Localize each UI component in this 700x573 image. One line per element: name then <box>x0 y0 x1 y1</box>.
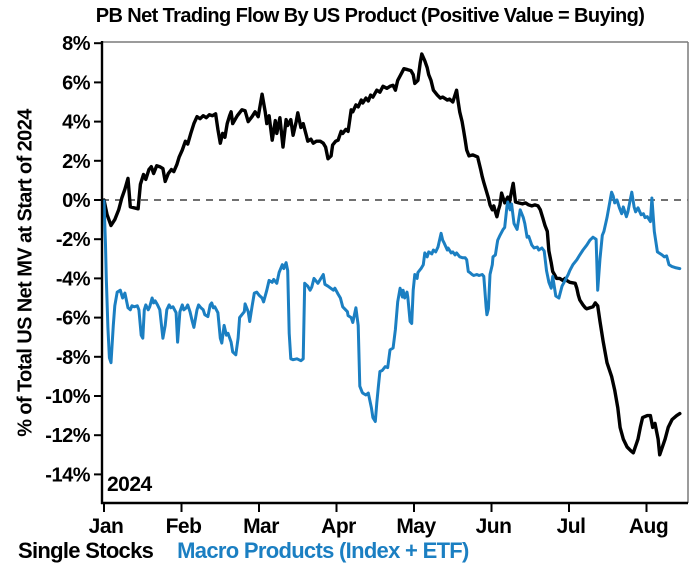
svg-text:-4%: -4% <box>56 268 91 290</box>
svg-text:-6%: -6% <box>56 308 91 330</box>
svg-text:-12%: -12% <box>45 425 90 447</box>
svg-text:Apr: Apr <box>321 515 356 538</box>
legend-item-single-stocks: Single Stocks <box>18 538 154 563</box>
legend: Single Stocks Macro Products (Index + ET… <box>18 538 469 564</box>
svg-text:-14%: -14% <box>45 464 90 486</box>
svg-text:0%: 0% <box>62 190 91 212</box>
chart-title: PB Net Trading Flow By US Product (Posit… <box>95 5 645 27</box>
svg-text:-2%: -2% <box>56 229 91 251</box>
svg-text:-10%: -10% <box>45 386 90 408</box>
svg-text:6%: 6% <box>62 72 91 94</box>
legend-item-macro-products: Macro Products (Index + ETF) <box>177 538 469 563</box>
svg-text:Mar: Mar <box>243 515 279 538</box>
svg-text:-8%: -8% <box>56 347 91 369</box>
svg-text:8%: 8% <box>62 33 91 55</box>
svg-text:2%: 2% <box>62 151 91 173</box>
year-label: 2024 <box>107 473 152 496</box>
svg-text:Jul: Jul <box>557 515 586 538</box>
svg-text:Feb: Feb <box>166 515 202 538</box>
svg-text:4%: 4% <box>62 112 91 134</box>
svg-text:Jan: Jan <box>89 515 124 538</box>
svg-text:May: May <box>396 515 436 538</box>
svg-text:Aug: Aug <box>629 515 668 538</box>
svg-text:Jun: Jun <box>476 515 512 538</box>
